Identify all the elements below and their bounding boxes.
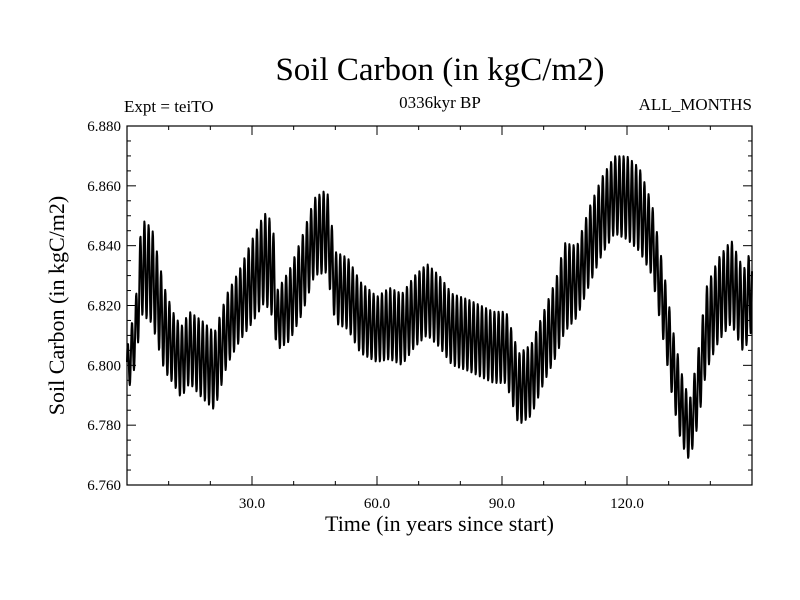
x-tick-label: 60.0 <box>364 496 390 512</box>
x-axis-title: Time (in years since start) <box>325 511 554 536</box>
series-layer <box>126 155 753 459</box>
x-tick-label: 120.0 <box>610 496 644 512</box>
plot-frame <box>126 125 753 486</box>
y-tick-label: 6.820 <box>87 299 121 315</box>
series-line <box>126 155 753 459</box>
y-tick-label: 6.800 <box>87 358 121 374</box>
x-tick-label: 90.0 <box>489 496 515 512</box>
y-tick-label: 6.880 <box>87 119 121 135</box>
y-tick-label: 6.760 <box>87 478 121 494</box>
y-tick-label: 6.840 <box>87 239 121 255</box>
chart-subtitle: 0336kyr BP <box>399 93 481 112</box>
x-tick-label: 30.0 <box>239 496 265 512</box>
y-axis-title: Soil Carbon (in kgC/m2) <box>44 196 69 415</box>
chart-title: Soil Carbon (in kgC/m2) <box>275 52 605 88</box>
ticks-layer: 6.760 6.780 6.800 6.820 6.840 6.860 6.880 30.0 6… <box>87 119 752 512</box>
y-tick-label: 6.780 <box>87 418 121 434</box>
y-tick-label: 6.860 <box>87 179 121 195</box>
months-label: ALL_MONTHS <box>638 95 752 114</box>
experiment-label: Expt = teiTO <box>124 97 214 116</box>
